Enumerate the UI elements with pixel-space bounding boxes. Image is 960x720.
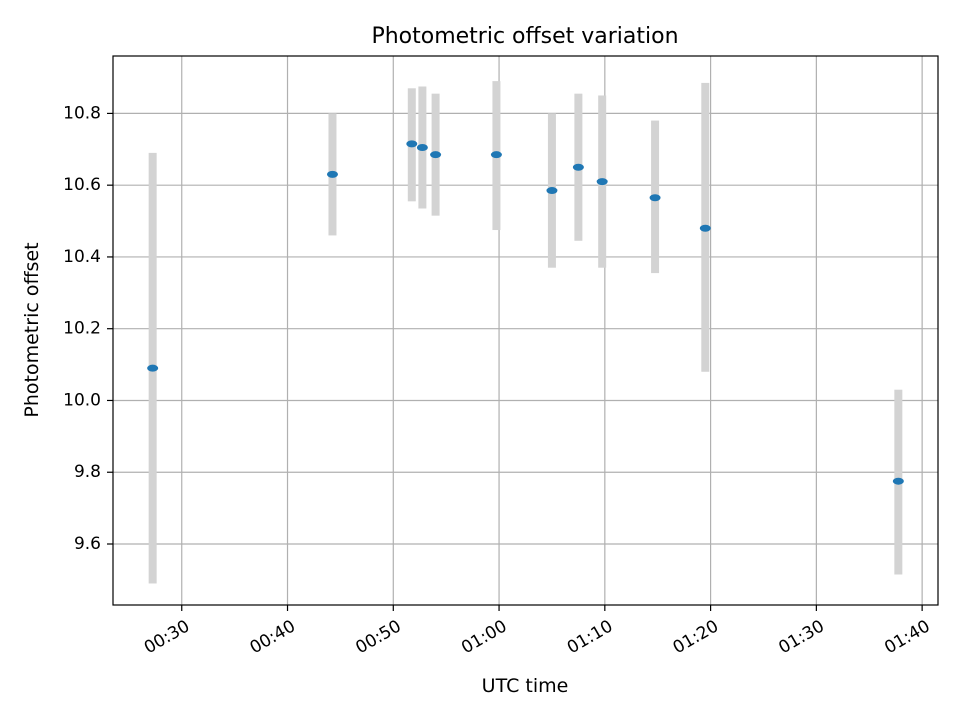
plot-area-frame — [112, 55, 939, 606]
chart-title: Photometric offset variation — [371, 24, 678, 49]
data-point — [406, 140, 418, 148]
data-points — [147, 140, 904, 485]
data-point — [490, 151, 502, 159]
y-tick-label: 9.6 — [74, 534, 101, 554]
data-point — [596, 178, 608, 186]
data-point — [416, 144, 428, 151]
grid — [113, 56, 938, 605]
y-tick-label: 10.2 — [63, 319, 101, 339]
y-axis-label: Photometric offset — [21, 242, 43, 417]
data-point — [147, 364, 159, 372]
y-tick-label: 10.4 — [63, 247, 101, 267]
data-point — [572, 163, 584, 171]
y-tick-label: 10.8 — [63, 103, 101, 123]
data-point — [326, 170, 338, 178]
data-point — [699, 224, 711, 232]
data-point — [430, 151, 442, 159]
y-tick-label: 10.6 — [63, 175, 101, 195]
data-point — [546, 187, 558, 195]
x-axis-label: UTC time — [482, 675, 569, 697]
data-point — [649, 194, 661, 202]
y-tick-label: 10.0 — [63, 390, 101, 410]
y-tick-label: 9.8 — [74, 462, 101, 482]
data-point — [892, 477, 904, 485]
